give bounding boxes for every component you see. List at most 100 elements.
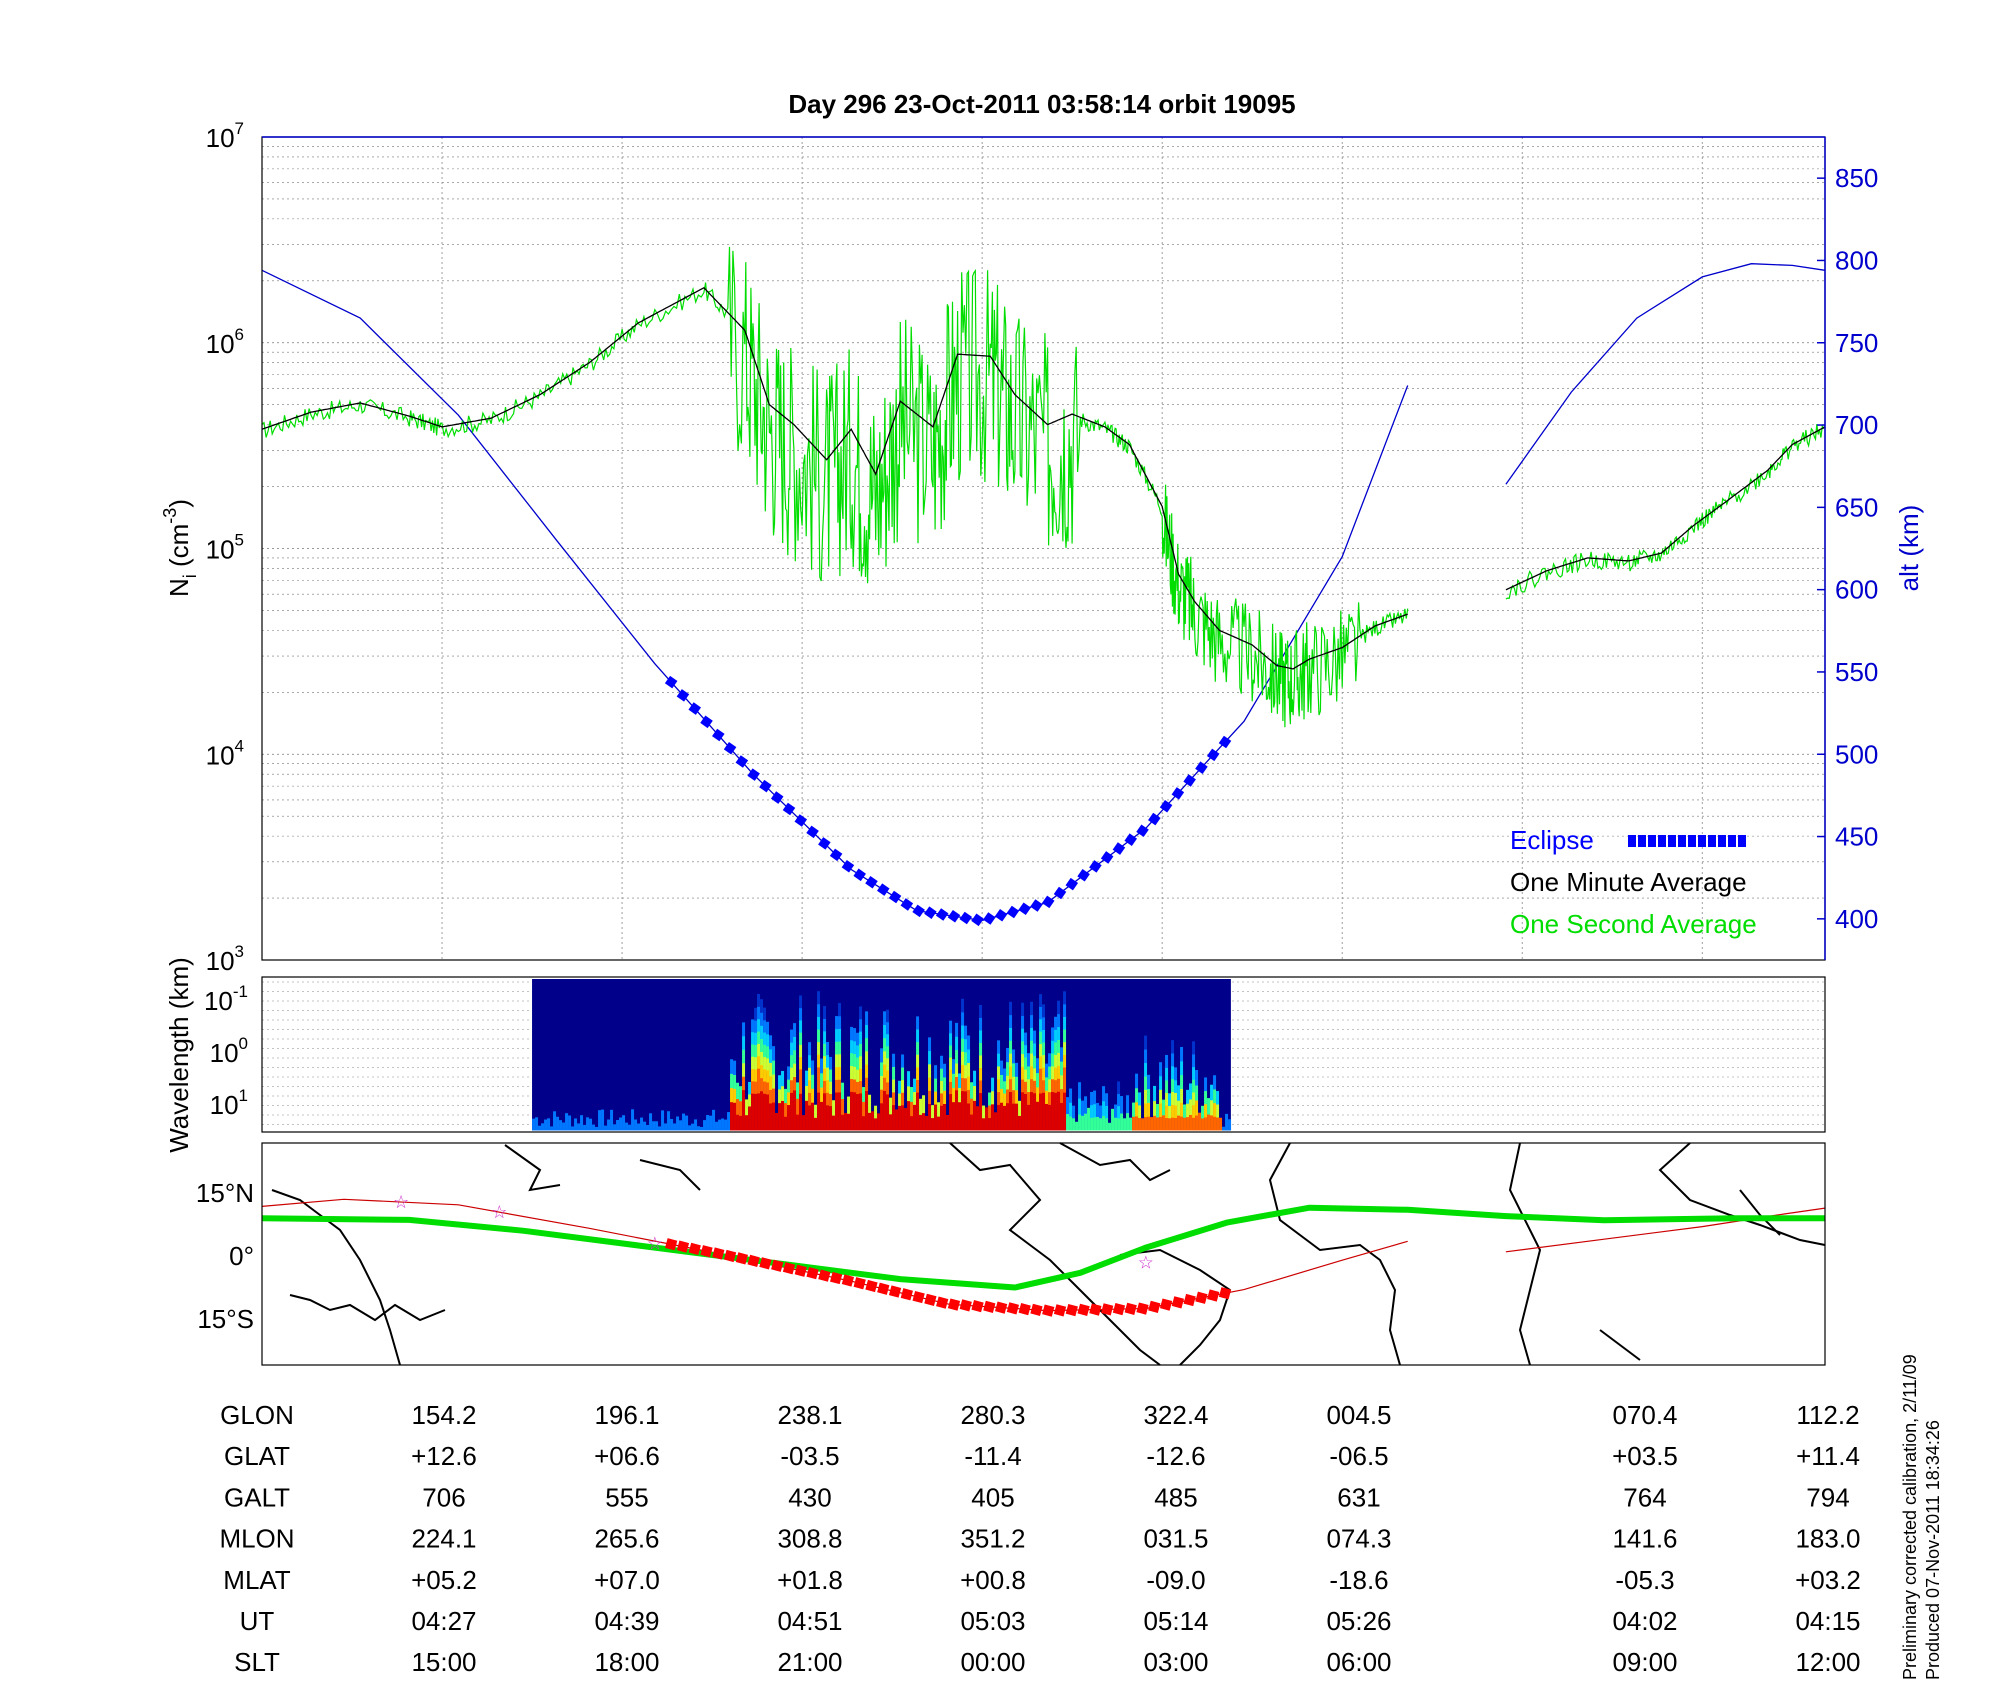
right-tick-label: 850 [1835,163,1878,193]
spectrogram-cell [1057,1013,1061,1028]
spectrogram-cell [670,1119,674,1131]
spectrogram-cell [1189,1114,1193,1131]
spectrogram-cell [823,1080,827,1094]
spectrogram-cell [955,1089,959,1104]
eclipse-map-marker [1159,1298,1173,1311]
spectrogram-cell [892,1117,896,1131]
spectrogram-cell [1027,1091,1031,1105]
spectrogram-cell [733,1074,737,1089]
spectrogram-cell [601,1109,605,1131]
eclipse-marker [853,868,866,882]
spectrogram-cell [646,1124,650,1131]
spectrogram-cell [955,1076,959,1091]
spectrogram-cell [820,1058,824,1074]
eclipse-map-marker [735,1252,748,1265]
spectrogram-ylabel: Wavelength (km) [164,957,194,1153]
right-tick-label: 500 [1835,739,1878,769]
spectrogram-cell [1060,1074,1064,1090]
spectrogram-cell [799,1117,803,1131]
eclipse-map-marker [1065,1303,1078,1317]
spectrogram-cell [760,1090,764,1105]
spectrogram-cell [889,1113,893,1131]
spectrogram-cell [940,1092,944,1106]
spectrogram-cell [1039,1031,1043,1045]
spectrogram-cell [610,1109,614,1131]
spectrogram-cell [1024,1117,1028,1131]
spectrogram-cell [733,1088,737,1103]
spectrogram-cell [1015,1076,1019,1091]
spectrogram-cell [808,1104,812,1118]
spectrogram-cell [820,1101,824,1117]
spectrogram-cell [1195,1100,1199,1116]
spectrogram-cell [1027,1065,1031,1080]
ephemeris-cell: 21:00 [777,1647,842,1677]
spectrogram-cell [757,1092,761,1106]
spectrogram-cell [763,1068,767,1082]
right-tick-label: 700 [1835,410,1878,440]
spectrogram-cell [607,1119,611,1131]
spectrogram-tick-label: 100 [210,1034,248,1068]
spectrogram-cell [805,1100,809,1116]
legend-swatch-block [1738,835,1746,847]
spectrogram-cell [1000,1088,1004,1103]
ephemeris-cell: +01.8 [777,1565,843,1595]
spectrogram-cell [1147,1116,1151,1131]
spectrogram-cell [838,1091,842,1106]
spectrogram-cell [1171,1052,1175,1067]
eclipse-marker [1006,905,1020,919]
spectrogram-cell [1216,1117,1220,1131]
spectrogram-cell [1009,1040,1013,1054]
eclipse-map-marker [994,1301,1008,1314]
spectrogram-cell [781,1100,785,1116]
spectrogram-cell [1003,1068,1007,1082]
ephemeris-cell: +12.6 [411,1441,477,1471]
spectrogram-cell [1060,1061,1064,1076]
spectrogram-cell [1171,1040,1175,1054]
spectrogram-cell [1204,1077,1208,1092]
spectrogram-cell [757,1006,761,1020]
spectrogram-cell [1078,1098,1082,1115]
spectrogram-cell [826,1054,830,1068]
legend-swatch-block [1678,835,1686,847]
eclipse-marker [782,802,796,816]
spectrogram-cell [856,1057,860,1070]
spectrogram-cell [790,1029,794,1043]
legend-swatch-block [1638,835,1646,847]
ephemeris-cell: 555 [605,1482,648,1512]
spectrogram-cell [661,1110,665,1131]
spectrogram-cell [664,1123,668,1131]
spectrogram-cell [901,1079,905,1093]
ephemeris-cell: 04:02 [1612,1606,1677,1636]
spectrogram-cell [832,1100,836,1116]
spectrogram-cell [568,1115,572,1131]
spectrogram-cell [907,1115,911,1131]
spectrogram-cell [832,1115,836,1131]
spectrogram-cell [730,1059,734,1074]
ephemeris-cell: 12:00 [1795,1647,1860,1677]
spectrogram-cell [1177,1085,1181,1101]
spectrogram-cell [793,1103,797,1118]
spectrogram-cell [1054,1041,1058,1056]
spectrogram-cell [904,1107,908,1131]
ephemeris-cell: +00.8 [960,1565,1026,1595]
eclipse-marker [794,814,808,827]
spectrogram-cell [1021,1015,1025,1029]
eclipse-marker [924,906,937,919]
spectrogram-cell [1030,1104,1034,1118]
spectrogram-cell [781,1070,785,1087]
tick-exp: 3 [235,942,244,961]
spectrogram-cell [1102,1100,1106,1116]
spectrogram-cell [1063,1016,1067,1030]
spectrogram-cell [835,1041,839,1055]
eclipse-marker [1195,761,1208,774]
eclipse-marker [935,908,949,921]
eclipse-marker [1171,787,1185,800]
spectrogram-cell [760,1103,764,1118]
spectrogram-cell [751,1031,755,1045]
spectrogram-cell [1144,1062,1148,1077]
spectrogram-cell [1021,1053,1025,1067]
eclipse-map-marker [959,1299,972,1312]
spectrogram-cell [742,1049,746,1064]
spectrogram-cell [772,1046,776,1061]
